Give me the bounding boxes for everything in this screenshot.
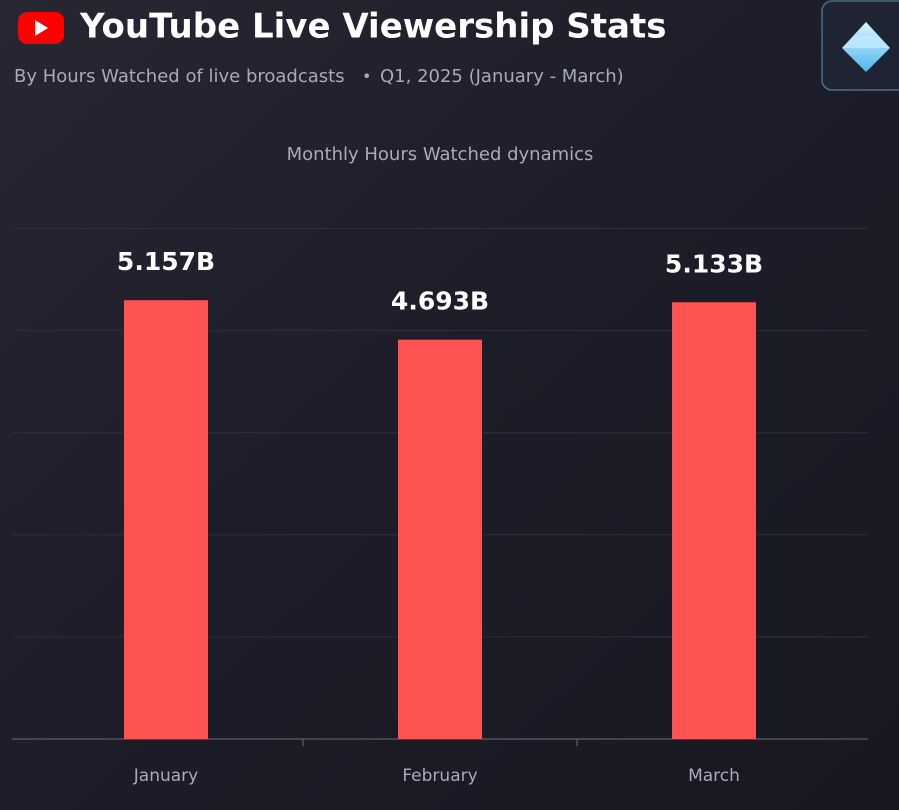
bar — [398, 339, 482, 739]
data-label: 5.133B — [665, 249, 763, 278]
period: Q1, 2025 (January - March) — [380, 66, 624, 87]
x-tick-label: February — [402, 766, 477, 786]
x-tick-label: January — [133, 766, 198, 786]
chart-title: Monthly Hours Watched dynamics — [287, 144, 594, 165]
bar — [124, 300, 208, 739]
subtitle: By Hours Watched of live broadcasts — [14, 66, 345, 87]
separator: • — [362, 67, 371, 86]
x-tick-label: March — [688, 766, 740, 786]
data-label: 5.157B — [117, 247, 215, 276]
page-title: YouTube Live Viewership Stats — [79, 7, 666, 47]
youtube-logo — [18, 12, 64, 44]
bar — [672, 302, 756, 739]
premium-button[interactable] — [821, 0, 899, 91]
data-label: 4.693B — [391, 287, 489, 316]
